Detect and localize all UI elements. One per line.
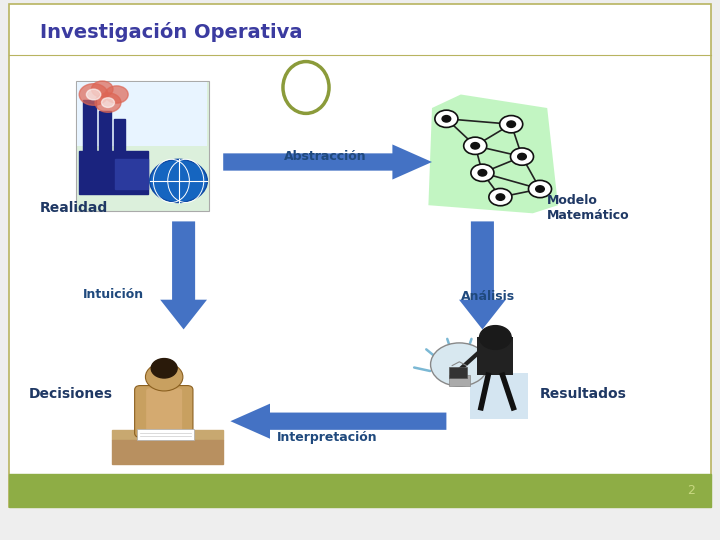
Circle shape	[435, 110, 458, 127]
FancyBboxPatch shape	[135, 386, 193, 437]
FancyBboxPatch shape	[9, 4, 711, 507]
Circle shape	[510, 148, 534, 165]
Circle shape	[518, 153, 526, 160]
Bar	[137, 429, 194, 440]
Text: Modelo
Matemático: Modelo Matemático	[547, 194, 630, 222]
Circle shape	[471, 164, 494, 181]
Bar	[115, 159, 148, 189]
Bar	[83, 100, 96, 151]
Polygon shape	[230, 403, 446, 438]
Text: Realidad: Realidad	[40, 201, 108, 215]
Circle shape	[95, 93, 121, 112]
Text: Intuición: Intuición	[83, 288, 144, 301]
Circle shape	[500, 116, 523, 133]
FancyBboxPatch shape	[76, 81, 209, 211]
Circle shape	[496, 194, 505, 200]
Text: Decisiones: Decisiones	[29, 387, 113, 401]
Text: Resultados: Resultados	[540, 387, 627, 401]
Bar	[470, 373, 528, 418]
Circle shape	[150, 159, 207, 202]
Bar	[112, 430, 223, 440]
FancyBboxPatch shape	[146, 388, 182, 435]
Circle shape	[464, 137, 487, 154]
Circle shape	[145, 363, 183, 391]
Circle shape	[528, 180, 552, 198]
Text: Interpretación: Interpretación	[277, 431, 378, 444]
Circle shape	[105, 86, 128, 103]
Bar	[477, 338, 513, 375]
Text: 2: 2	[687, 484, 695, 497]
Circle shape	[480, 326, 511, 349]
Polygon shape	[223, 145, 432, 179]
Circle shape	[507, 121, 516, 127]
Circle shape	[471, 143, 480, 149]
Bar	[112, 440, 223, 464]
Text: Análisis: Análisis	[461, 291, 515, 303]
Circle shape	[102, 98, 114, 107]
Text: Investigación Operativa: Investigación Operativa	[40, 22, 302, 43]
Circle shape	[86, 89, 101, 100]
Bar	[99, 111, 111, 151]
Bar	[449, 367, 467, 378]
Polygon shape	[459, 221, 505, 329]
Bar	[449, 375, 470, 386]
Circle shape	[442, 116, 451, 122]
Polygon shape	[160, 221, 207, 329]
Circle shape	[151, 359, 177, 378]
Circle shape	[489, 188, 512, 206]
Bar	[77, 82, 207, 146]
Bar	[79, 151, 148, 194]
Circle shape	[431, 343, 488, 386]
Circle shape	[91, 81, 113, 97]
Circle shape	[536, 186, 544, 192]
Bar	[114, 119, 125, 151]
Circle shape	[79, 84, 108, 105]
Polygon shape	[428, 94, 558, 213]
Bar	[9, 474, 711, 507]
Circle shape	[478, 170, 487, 176]
Text: Abstracción: Abstracción	[284, 150, 367, 163]
